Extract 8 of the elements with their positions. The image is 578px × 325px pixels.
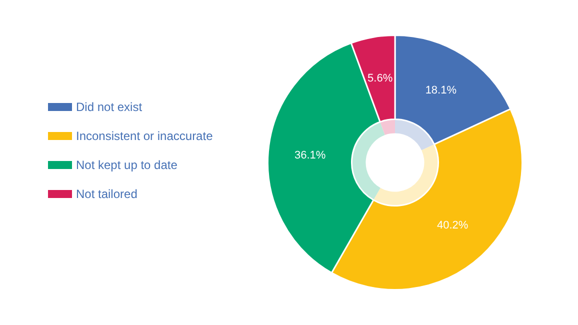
legend-label: Not tailored <box>76 187 138 201</box>
data-label: 5.6% <box>368 72 393 85</box>
data-label: 36.1% <box>294 149 326 162</box>
legend-label: Not kept up to date <box>76 158 178 172</box>
data-label: 40.2% <box>436 219 468 232</box>
legend-label: Did not exist <box>76 100 142 114</box>
data-label: 18.1% <box>425 84 457 97</box>
legend-label: Inconsistent or inaccurate <box>76 129 213 143</box>
